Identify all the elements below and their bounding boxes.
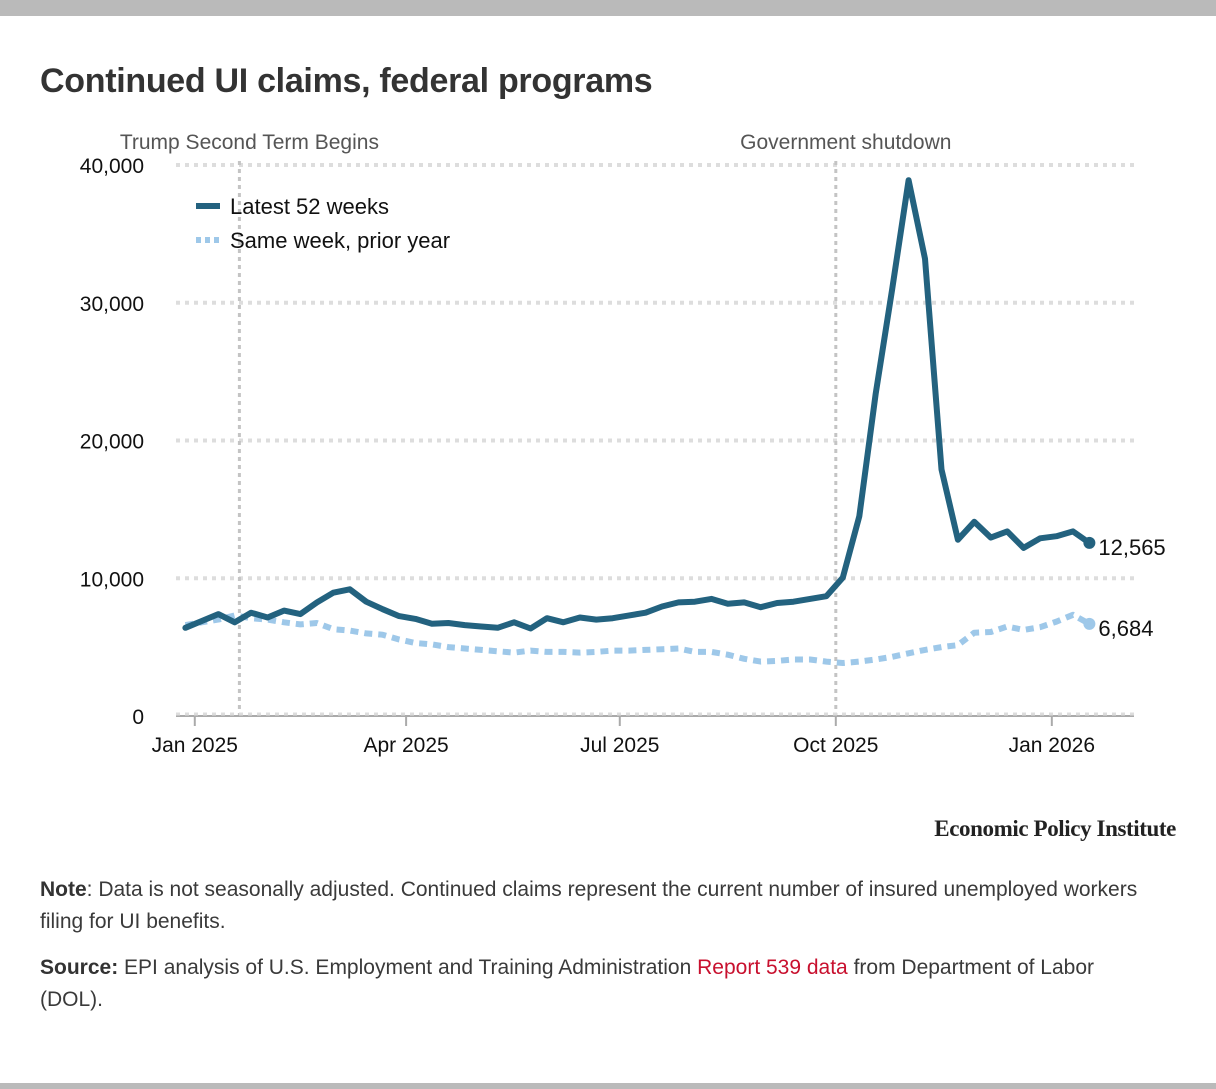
y-tick-label: 20,000	[80, 431, 144, 454]
x-tick-label: Oct 2025	[793, 734, 878, 757]
bottom-border	[0, 1083, 1216, 1089]
series-line-latest	[182, 177, 1093, 632]
end-marker-prior	[1083, 617, 1096, 630]
source-text: Source: EPI analysis of U.S. Employment …	[40, 952, 1160, 1016]
gridlines	[176, 163, 1134, 581]
top-border	[0, 0, 1216, 16]
x-tick-label: Jul 2025	[580, 734, 659, 757]
chart-title: Continued UI claims, federal programs	[40, 62, 653, 100]
source-body-after: from Department of Labor (DOL).	[40, 956, 1095, 1011]
y-axis: 0 10,000 20,000 30,000 40,000	[80, 155, 144, 729]
publisher-logo: Economic Policy Institute	[934, 816, 1176, 841]
source-body-before: EPI analysis of U.S. Employment and Trai…	[118, 956, 698, 979]
y-tick-label: 0	[132, 706, 144, 729]
legend-label-prior: Same week, prior year	[230, 228, 450, 253]
series: 6,684 12,565	[182, 177, 1166, 666]
note-text: Note: Data is not seasonally adjusted. C…	[40, 874, 1160, 938]
event-label: Trump Second Term Begins	[120, 131, 379, 154]
end-marker-latest	[1083, 536, 1096, 549]
x-tick-label: Apr 2025	[363, 734, 448, 757]
source-label: Source:	[40, 956, 119, 979]
series-line-prior	[184, 611, 1091, 666]
event-lines: Trump Second Term Begins Government shutd…	[120, 131, 951, 716]
note-label: Note	[40, 878, 87, 901]
end-label-prior: 6,684	[1098, 616, 1153, 641]
event-label: Government shutdown	[740, 131, 951, 154]
report-539-link[interactable]: Report 539 data	[697, 956, 848, 979]
note-body: : Data is not seasonally adjusted. Conti…	[40, 878, 1138, 933]
line-chart: Trump Second Term Begins Government shutd…	[80, 131, 1166, 757]
legend: Latest 52 weeks Same week, prior year	[196, 194, 450, 253]
y-tick-label: 10,000	[80, 568, 144, 591]
legend-label-latest: Latest 52 weeks	[230, 194, 389, 219]
x-tick-label: Jan 2026	[1009, 734, 1095, 757]
x-axis: Jan 2025 Apr 2025 Jul 2025 Oct 2025 Jan 2026	[152, 712, 1134, 757]
end-label-latest: 12,565	[1098, 535, 1165, 560]
y-tick-label: 30,000	[80, 293, 144, 316]
x-tick-label: Jan 2025	[152, 734, 238, 757]
y-tick-label: 40,000	[80, 155, 144, 178]
